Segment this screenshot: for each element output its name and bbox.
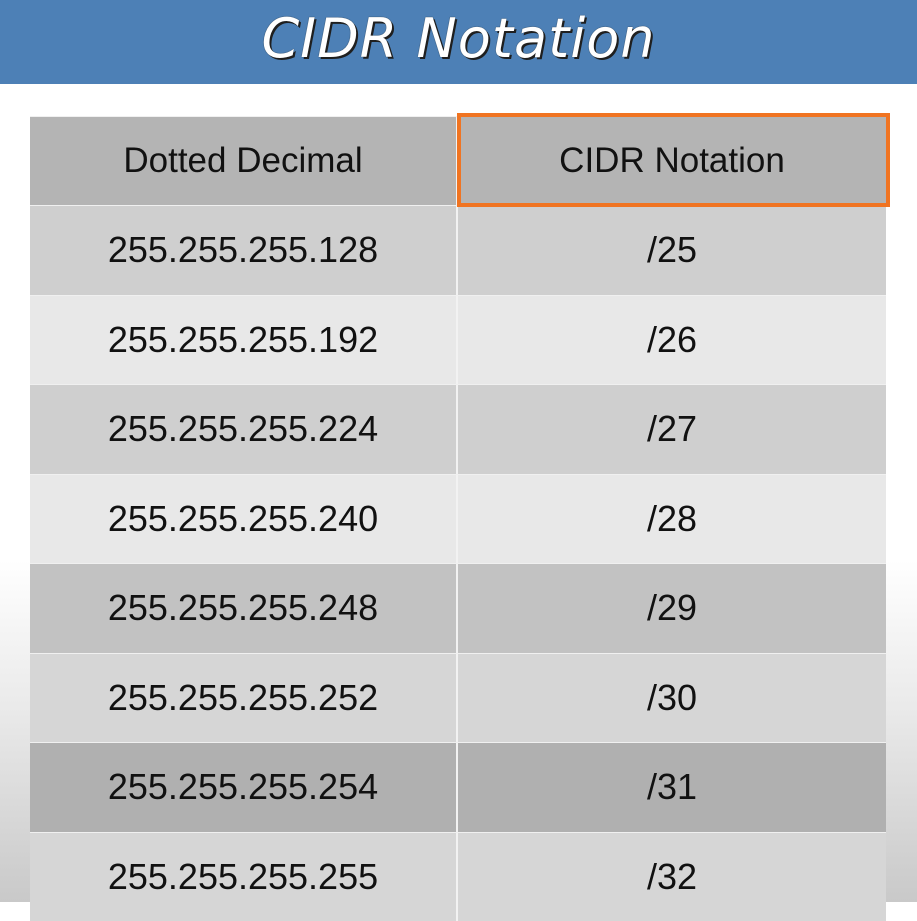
dotted-decimal-cell: 255.255.255.240 xyxy=(30,475,458,564)
cidr-cell: /29 xyxy=(458,564,886,653)
table-row: 255.255.255.240 /28 xyxy=(30,474,886,564)
dotted-decimal-cell: 255.255.255.248 xyxy=(30,564,458,653)
table-row: 255.255.255.192 /26 xyxy=(30,295,886,385)
slide-title: CIDR Notation xyxy=(0,0,917,76)
table-row: 255.255.255.128 /25 xyxy=(30,205,886,295)
table-row: 255.255.255.254 /31 xyxy=(30,742,886,832)
cidr-cell: /30 xyxy=(458,654,886,743)
cidr-cell: /28 xyxy=(458,475,886,564)
dotted-decimal-cell: 255.255.255.224 xyxy=(30,385,458,474)
table-row: 255.255.255.255 /32 xyxy=(30,832,886,921)
cidr-cell: /32 xyxy=(458,833,886,921)
cidr-cell: /27 xyxy=(458,385,886,474)
table-header-row: Dotted Decimal CIDR Notation xyxy=(30,116,886,205)
dotted-decimal-cell: 255.255.255.254 xyxy=(30,743,458,832)
cidr-table: Dotted Decimal CIDR Notation 255.255.255… xyxy=(30,116,886,921)
dotted-decimal-cell: 255.255.255.255 xyxy=(30,833,458,921)
table-row: 255.255.255.248 /29 xyxy=(30,563,886,653)
cidr-cell: /31 xyxy=(458,743,886,832)
table-row: 255.255.255.224 /27 xyxy=(30,384,886,474)
dotted-decimal-cell: 255.255.255.128 xyxy=(30,206,458,295)
table-row: 255.255.255.252 /30 xyxy=(30,653,886,743)
dotted-decimal-cell: 255.255.255.192 xyxy=(30,296,458,385)
header-cidr-notation: CIDR Notation xyxy=(458,117,886,205)
cidr-cell: /26 xyxy=(458,296,886,385)
dotted-decimal-cell: 255.255.255.252 xyxy=(30,654,458,743)
cidr-cell: /25 xyxy=(458,206,886,295)
header-dotted-decimal: Dotted Decimal xyxy=(30,117,458,205)
